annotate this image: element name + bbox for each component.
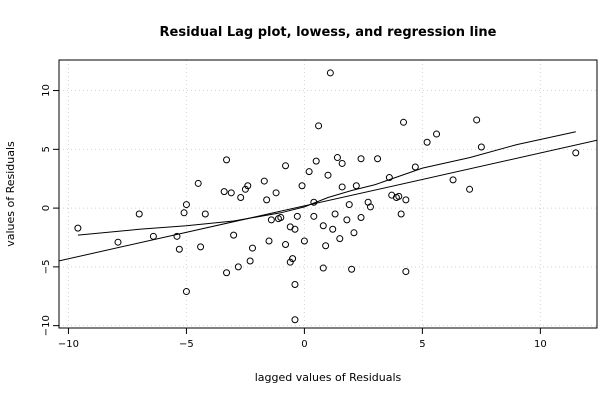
y-tick-label: −10 xyxy=(41,315,52,336)
x-tick-label: −5 xyxy=(179,339,194,350)
data-point xyxy=(333,154,341,162)
data-point xyxy=(402,268,410,276)
data-point xyxy=(348,265,356,273)
chart-title: Residual Lag plot, lowess, and regressio… xyxy=(160,25,497,40)
data-point xyxy=(282,162,290,170)
data-point xyxy=(338,183,346,191)
data-point xyxy=(282,241,290,249)
x-axis-label: lagged values of Residuals xyxy=(255,371,402,384)
data-point xyxy=(385,174,393,182)
data-point xyxy=(402,196,410,204)
data-point xyxy=(374,155,382,163)
data-point xyxy=(395,192,403,200)
data-point xyxy=(300,237,308,245)
y-tick-label: −5 xyxy=(41,260,52,275)
data-point xyxy=(272,189,280,197)
data-point xyxy=(329,225,337,233)
data-point xyxy=(223,156,231,164)
data-point xyxy=(260,177,268,185)
data-point xyxy=(350,229,358,237)
lowess-curve xyxy=(77,131,576,236)
data-point xyxy=(310,212,318,220)
data-point xyxy=(477,143,485,151)
y-tick-label: 0 xyxy=(41,205,52,211)
data-point xyxy=(265,237,273,245)
data-point xyxy=(352,182,360,190)
fit-lines xyxy=(59,131,597,262)
plot-frame xyxy=(58,59,598,329)
data-point xyxy=(366,203,374,211)
data-point xyxy=(357,155,365,163)
x-tick-label: −10 xyxy=(58,339,79,350)
y-tick-label: 10 xyxy=(41,84,52,97)
data-point xyxy=(305,168,313,176)
grid xyxy=(59,60,597,328)
data-point xyxy=(248,244,256,252)
data-point xyxy=(397,210,405,218)
data-point xyxy=(263,196,271,204)
data-point xyxy=(315,122,323,130)
x-tick-label: 10 xyxy=(534,339,547,350)
data-point xyxy=(246,257,254,265)
data-point xyxy=(277,214,285,222)
y-axis-label: values of Residuals xyxy=(4,141,17,247)
data-point xyxy=(135,210,143,218)
data-point xyxy=(572,149,580,157)
data-point xyxy=(291,225,299,233)
data-point xyxy=(322,242,330,250)
x-tick-label: 0 xyxy=(301,339,307,350)
data-point xyxy=(180,209,188,217)
data-point xyxy=(241,185,249,193)
data-point xyxy=(345,201,353,209)
axis-ticks: −10 −5 0 5 10 −10 −5 0 5 10 xyxy=(41,84,547,350)
data-point xyxy=(319,222,327,230)
data-point xyxy=(289,255,297,263)
data-point xyxy=(267,216,275,224)
data-point xyxy=(220,188,228,196)
data-point xyxy=(319,264,327,272)
data-point xyxy=(194,179,202,187)
data-point xyxy=(310,198,318,206)
data-point xyxy=(326,69,334,77)
data-point xyxy=(234,263,242,271)
data-point xyxy=(343,216,351,224)
y-tick-label: 5 xyxy=(41,146,52,152)
data-point xyxy=(74,224,82,232)
data-point xyxy=(175,245,183,253)
data-point xyxy=(291,316,299,324)
data-point xyxy=(357,214,365,222)
data-point xyxy=(411,163,419,171)
data-point xyxy=(201,210,209,218)
data-point xyxy=(449,176,457,184)
data-point xyxy=(286,258,294,266)
data-point xyxy=(331,210,339,218)
data-point xyxy=(473,116,481,124)
data-point xyxy=(312,157,320,165)
regression-line xyxy=(59,139,597,262)
data-point xyxy=(338,159,346,167)
data-point xyxy=(197,243,205,251)
data-point xyxy=(244,182,252,190)
data-point xyxy=(466,185,474,193)
data-point xyxy=(227,189,235,197)
data-point xyxy=(114,238,122,246)
data-point xyxy=(149,232,157,240)
data-point xyxy=(173,232,181,240)
data-point xyxy=(298,182,306,190)
data-point xyxy=(230,231,238,239)
data-point xyxy=(324,171,332,179)
x-tick-label: 5 xyxy=(419,339,425,350)
scatter-points xyxy=(74,69,580,324)
data-point xyxy=(423,138,431,146)
data-point xyxy=(237,194,245,202)
data-point xyxy=(182,201,190,209)
data-point xyxy=(293,212,301,220)
data-point xyxy=(336,235,344,243)
data-point xyxy=(433,130,441,138)
data-point xyxy=(182,288,190,296)
data-point xyxy=(223,269,231,277)
data-point xyxy=(291,281,299,289)
data-point xyxy=(400,118,408,126)
